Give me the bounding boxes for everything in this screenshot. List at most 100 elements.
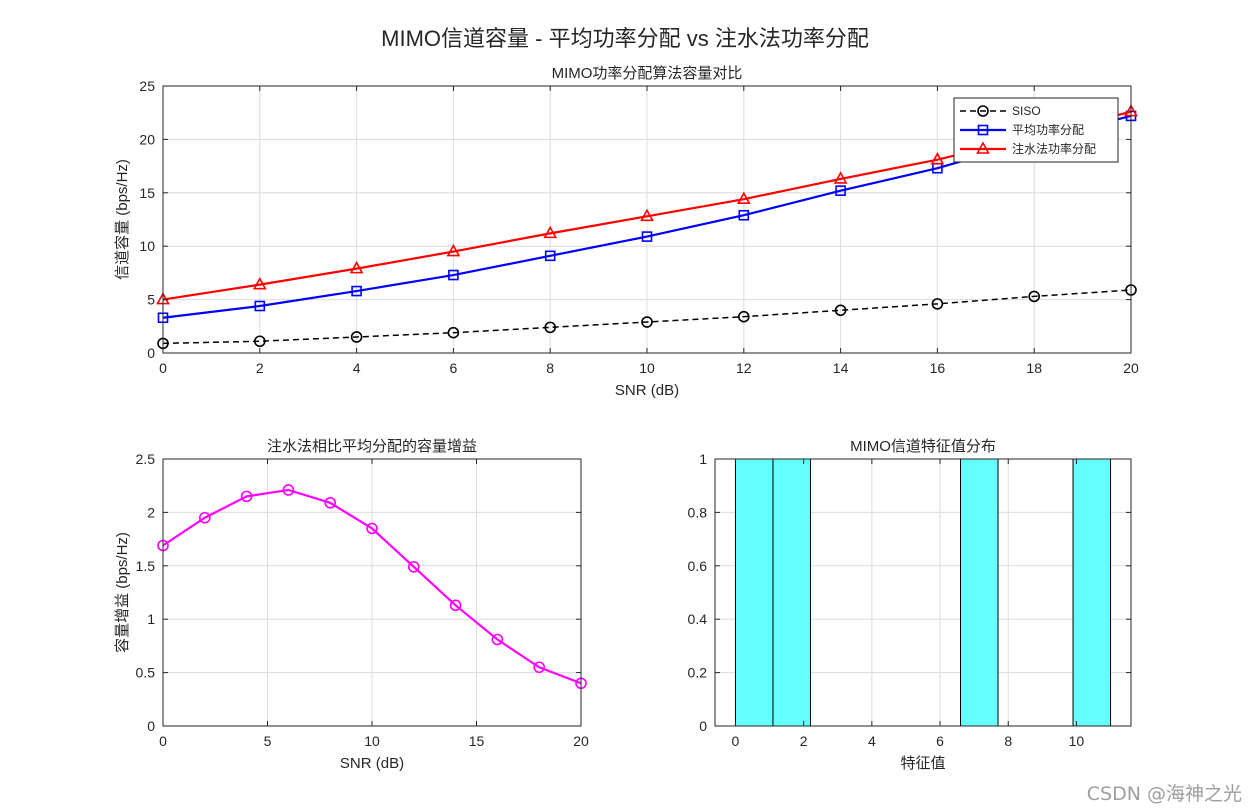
data-point [835,185,846,196]
axes-title: MIMO信道特征值分布 [850,438,996,455]
x-tick-label: 4 [868,733,876,749]
data-point [640,208,654,222]
y-tick-label: 1.5 [136,558,156,574]
x-tick-label: 10 [364,733,380,749]
y-tick-label: 0.6 [688,558,708,574]
x-tick-label: 0 [159,360,167,376]
legend-marker [976,141,990,154]
y-tick-label: 0.4 [688,611,708,627]
data-point [491,633,504,646]
series-line [162,488,582,685]
data-point [447,326,460,339]
series-1 [157,484,587,690]
data-point [737,310,750,323]
x-tick-label: 15 [469,733,485,749]
data-point [324,496,337,509]
data-point [253,335,266,348]
legend-label: 平均功率分配 [1012,122,1084,137]
y-tick-label: 2 [147,504,155,520]
x-tick-label: 6 [936,733,944,749]
grid [162,458,582,727]
x-axis-label: SNR (dB) [340,755,404,772]
data-point [351,285,362,297]
data-point [1028,290,1040,303]
y-tick-label: 1 [699,451,707,467]
x-tick-label: 14 [833,360,849,376]
y-axis-label: 容量增益 (bps/Hz) [114,532,131,653]
series-line [162,289,1132,345]
x-tick-label: 10 [639,360,655,376]
y-tick-label: 0.8 [688,504,708,520]
legend-label: 注水法功率分配 [1012,141,1096,156]
watermark: CSDN @海神之光 [1086,783,1242,805]
data-point [930,152,945,165]
y-axis-label: 信道容量 (bps/Hz) [114,159,131,280]
data-point [240,490,253,503]
data-point [641,231,653,242]
data-point [833,171,848,184]
data-point [544,321,557,334]
x-tick-label: 0 [732,733,740,749]
data-point [641,316,653,328]
capacity-comparison-axes: 0 2 4 6 8 10 12 14 16 18 20 0 5 10 15 20 25 MIMO功率分配算法容量对… [114,64,1139,399]
x-tick-label: 20 [1123,360,1139,376]
data-point [199,511,211,524]
y-tick-label: 0 [699,718,707,734]
y-tick-label: 5 [147,292,155,308]
axes-box [714,458,1132,727]
data-point [254,300,266,312]
x-tick-label: 8 [1004,733,1012,749]
data-point [931,298,944,310]
axes-title: MIMO功率分配算法容量对比 [552,64,743,82]
data-point [834,304,847,317]
data-point [544,250,556,262]
legend-marker [977,105,989,117]
series-1 [157,284,1137,350]
x-tick-label: 12 [736,360,752,376]
x-tick-label: 4 [353,360,361,376]
y-tick-label: 10 [139,238,155,254]
y-tick-label: 15 [139,185,155,201]
histogram-bar [1072,458,1112,727]
y-tick-label: 20 [139,131,155,147]
data-point [366,522,378,535]
legend-label: SISO [1012,104,1041,118]
x-tick-label: 5 [264,733,272,749]
data-point [252,276,267,290]
data-point [738,209,750,221]
y-tick-label: 1 [147,611,155,627]
x-tick-label: 6 [450,360,458,376]
y-tick-label: 0.2 [688,665,708,681]
x-tick-label: 0 [159,733,167,749]
x-axis-label: SNR (dB) [615,382,679,399]
data-point [407,561,420,573]
x-tick-label: 20 [573,733,589,749]
x-tick-label: 10 [1069,733,1085,749]
y-tick-label: 25 [139,78,155,94]
histogram-bar [772,458,811,727]
axes-title: 注水法相比平均分配的容量增益 [267,438,477,455]
x-tick-label: 16 [930,360,946,376]
x-tick-label: 18 [1026,360,1042,376]
x-tick-label: 2 [256,360,264,376]
figure-suptitle: MIMO信道容量 - 平均功率分配 vs 注水法功率分配 [381,26,869,51]
histogram-bar [960,458,999,727]
data-point [543,225,558,239]
data-point [282,484,295,496]
x-tick-label: 8 [546,360,554,376]
data-point [533,661,546,674]
y-tick-label: 0 [147,718,155,734]
capacity-gain-axes: 0 5 10 15 20 0 0.5 1 1.5 2 2.5 注水法相比平均分配的容量增益 SNR (d… [114,438,589,772]
data-point [349,260,364,274]
data-point [448,269,459,281]
legend-marker [977,124,989,136]
data-point [736,191,751,205]
y-tick-label: 0.5 [136,665,156,681]
data-point [350,331,363,343]
data-point [449,599,462,612]
histogram-bar [734,458,774,727]
y-tick-label: 0 [147,345,155,361]
